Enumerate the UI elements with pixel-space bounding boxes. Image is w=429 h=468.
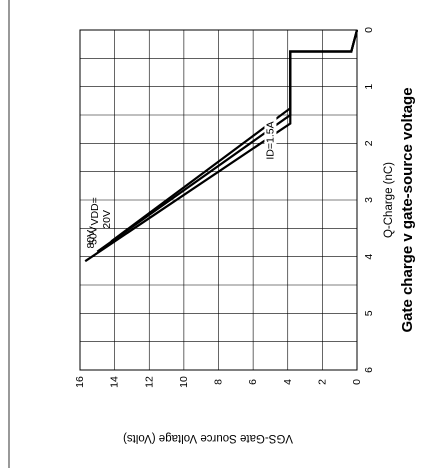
- series-line-50v: [96, 29, 359, 253]
- chart-title: Gate charge v gate-source voltage: [399, 87, 416, 332]
- y-tick-label: 12: [143, 376, 155, 388]
- id-label: ID=1.5A: [264, 121, 276, 159]
- series-line-20v: [110, 29, 359, 243]
- series-line-80v: [84, 29, 359, 263]
- y-axis-ticks: 0 2 4 6 8 10 12 14 16: [74, 376, 363, 388]
- series-label-50v: 50V: [87, 226, 99, 245]
- y-tick-label: 14: [109, 376, 121, 388]
- y-tick-label: 2: [316, 379, 328, 385]
- y-tick-label: 6: [247, 379, 259, 385]
- x-tick-label: 0: [363, 27, 375, 33]
- x-axis-label: Q-Charge (nC): [383, 162, 395, 238]
- y-tick-label: 16: [74, 376, 86, 388]
- x-axis-ticks: 0 1 2 3 4 5 6: [363, 27, 375, 373]
- x-tick-label: 1: [363, 84, 375, 90]
- id-label-background: [264, 116, 277, 165]
- series-label-20v: 20V: [101, 210, 113, 229]
- vdd-prefix-label: VDD=: [89, 197, 101, 225]
- y-axis-label: VGS-Gate Source Voltage (Volts): [123, 432, 293, 444]
- grid-lines: [79, 29, 358, 371]
- series-lines: [84, 29, 359, 263]
- y-tick-label: 10: [178, 376, 190, 388]
- series-label-80v: 80V: [85, 230, 97, 249]
- plot-frame: [79, 29, 358, 371]
- x-tick-label: 2: [363, 140, 375, 146]
- x-tick-label: 5: [363, 310, 375, 316]
- y-tick-label: 8: [213, 379, 225, 385]
- x-tick-label: 4: [363, 254, 375, 260]
- y-tick-label: 0: [351, 379, 363, 385]
- x-tick-label: 3: [363, 197, 375, 203]
- x-tick-label: 6: [363, 367, 375, 373]
- y-tick-label: 4: [282, 379, 294, 385]
